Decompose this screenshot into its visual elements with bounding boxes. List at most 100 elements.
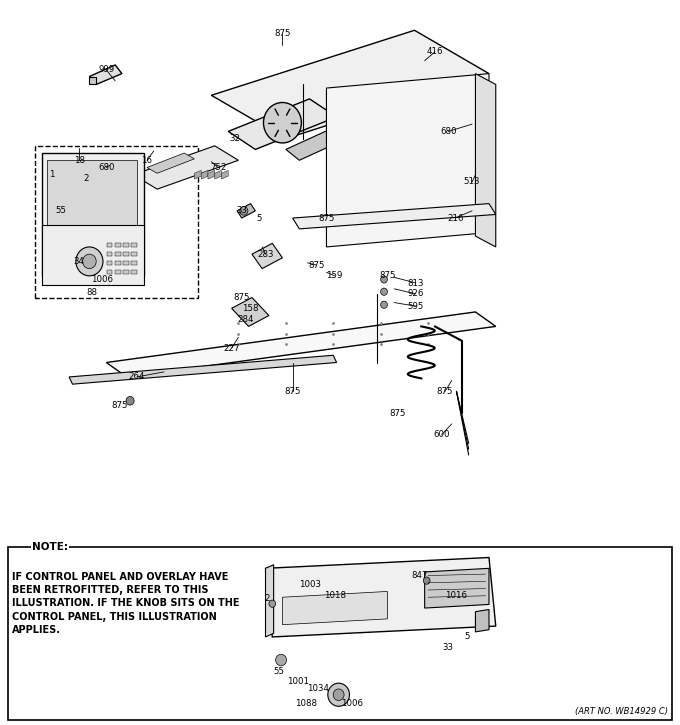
- Text: 1001: 1001: [287, 677, 309, 687]
- Polygon shape: [131, 252, 137, 257]
- Text: 264: 264: [129, 373, 145, 381]
- Circle shape: [333, 689, 344, 700]
- Text: 813: 813: [407, 278, 424, 288]
- Polygon shape: [215, 170, 222, 179]
- Text: 875: 875: [233, 293, 250, 302]
- Polygon shape: [201, 170, 208, 179]
- Polygon shape: [286, 128, 347, 160]
- Text: 875: 875: [112, 402, 128, 410]
- Text: 5: 5: [256, 214, 262, 223]
- Text: 33: 33: [443, 643, 454, 652]
- Circle shape: [263, 102, 301, 143]
- Polygon shape: [131, 261, 137, 265]
- Text: 1018: 1018: [324, 592, 346, 600]
- Text: 1003: 1003: [299, 581, 320, 589]
- Polygon shape: [123, 252, 129, 257]
- Polygon shape: [131, 243, 137, 247]
- Polygon shape: [48, 160, 137, 225]
- Text: 875: 875: [437, 387, 453, 396]
- Polygon shape: [42, 225, 143, 284]
- Polygon shape: [123, 270, 129, 274]
- Text: 34: 34: [73, 257, 85, 266]
- Polygon shape: [222, 170, 228, 179]
- Polygon shape: [208, 170, 215, 179]
- Text: 875: 875: [308, 260, 324, 270]
- Text: 1006: 1006: [90, 275, 113, 284]
- Polygon shape: [115, 252, 120, 257]
- Polygon shape: [107, 243, 112, 247]
- Circle shape: [381, 301, 388, 308]
- Text: 680: 680: [98, 163, 115, 172]
- Text: 2: 2: [264, 594, 269, 603]
- Text: NOTE:: NOTE:: [32, 542, 68, 552]
- Polygon shape: [107, 261, 112, 265]
- Circle shape: [381, 276, 388, 283]
- Text: 1006: 1006: [341, 699, 363, 708]
- Text: 55: 55: [273, 667, 284, 676]
- Text: 1088: 1088: [295, 699, 317, 708]
- Text: 32: 32: [230, 134, 241, 143]
- Text: 16: 16: [141, 156, 152, 165]
- Text: 875: 875: [379, 271, 396, 281]
- Polygon shape: [232, 297, 269, 326]
- Polygon shape: [107, 252, 112, 257]
- Text: 875: 875: [284, 387, 301, 396]
- Text: 284: 284: [237, 315, 254, 323]
- Text: 875: 875: [318, 214, 335, 223]
- Text: 513: 513: [464, 178, 480, 186]
- Polygon shape: [131, 270, 137, 274]
- Polygon shape: [42, 153, 143, 276]
- Circle shape: [76, 247, 103, 276]
- Polygon shape: [147, 153, 194, 173]
- Text: 216: 216: [447, 214, 463, 223]
- Text: 283: 283: [257, 249, 274, 259]
- Polygon shape: [123, 243, 129, 247]
- Text: 600: 600: [433, 430, 450, 439]
- Text: 752: 752: [210, 163, 226, 172]
- Text: 1016: 1016: [445, 591, 467, 600]
- Text: 1034: 1034: [307, 684, 329, 693]
- Text: 88: 88: [86, 288, 97, 297]
- Text: 680: 680: [440, 127, 456, 136]
- Polygon shape: [106, 312, 496, 377]
- Polygon shape: [123, 261, 129, 265]
- Circle shape: [126, 397, 134, 405]
- Text: IF CONTROL PANEL AND OVERLAY HAVE
BEEN RETROFITTED, REFER TO THIS
ILLUSTRATION. : IF CONTROL PANEL AND OVERLAY HAVE BEEN R…: [12, 572, 239, 635]
- Circle shape: [328, 683, 350, 706]
- Polygon shape: [194, 170, 201, 179]
- Polygon shape: [107, 270, 112, 274]
- Polygon shape: [90, 65, 122, 84]
- Polygon shape: [265, 558, 496, 637]
- Circle shape: [269, 600, 275, 608]
- Text: 158: 158: [242, 304, 259, 312]
- Text: 875: 875: [274, 30, 290, 38]
- Polygon shape: [69, 355, 337, 384]
- Polygon shape: [282, 592, 388, 625]
- Polygon shape: [475, 610, 489, 632]
- Circle shape: [423, 577, 430, 584]
- Polygon shape: [115, 243, 120, 247]
- Text: 875: 875: [390, 409, 406, 418]
- Polygon shape: [265, 565, 273, 637]
- Text: 55: 55: [56, 207, 67, 215]
- Polygon shape: [211, 30, 489, 138]
- Polygon shape: [237, 204, 256, 218]
- Text: 5: 5: [464, 632, 470, 642]
- Text: (ART NO. WB14929 C): (ART NO. WB14929 C): [575, 708, 668, 716]
- Polygon shape: [228, 99, 337, 149]
- Text: 847: 847: [411, 571, 428, 580]
- Text: 159: 159: [326, 271, 343, 281]
- Polygon shape: [133, 146, 239, 189]
- Bar: [8, 547, 672, 720]
- Polygon shape: [115, 261, 120, 265]
- Circle shape: [381, 288, 388, 295]
- Circle shape: [275, 654, 286, 666]
- Text: 595: 595: [408, 302, 424, 311]
- Text: 926: 926: [408, 289, 424, 299]
- Polygon shape: [326, 74, 489, 247]
- Text: 18: 18: [73, 156, 85, 165]
- Text: 416: 416: [426, 47, 443, 57]
- Circle shape: [240, 207, 248, 215]
- Text: 1: 1: [50, 170, 55, 179]
- Polygon shape: [90, 77, 96, 84]
